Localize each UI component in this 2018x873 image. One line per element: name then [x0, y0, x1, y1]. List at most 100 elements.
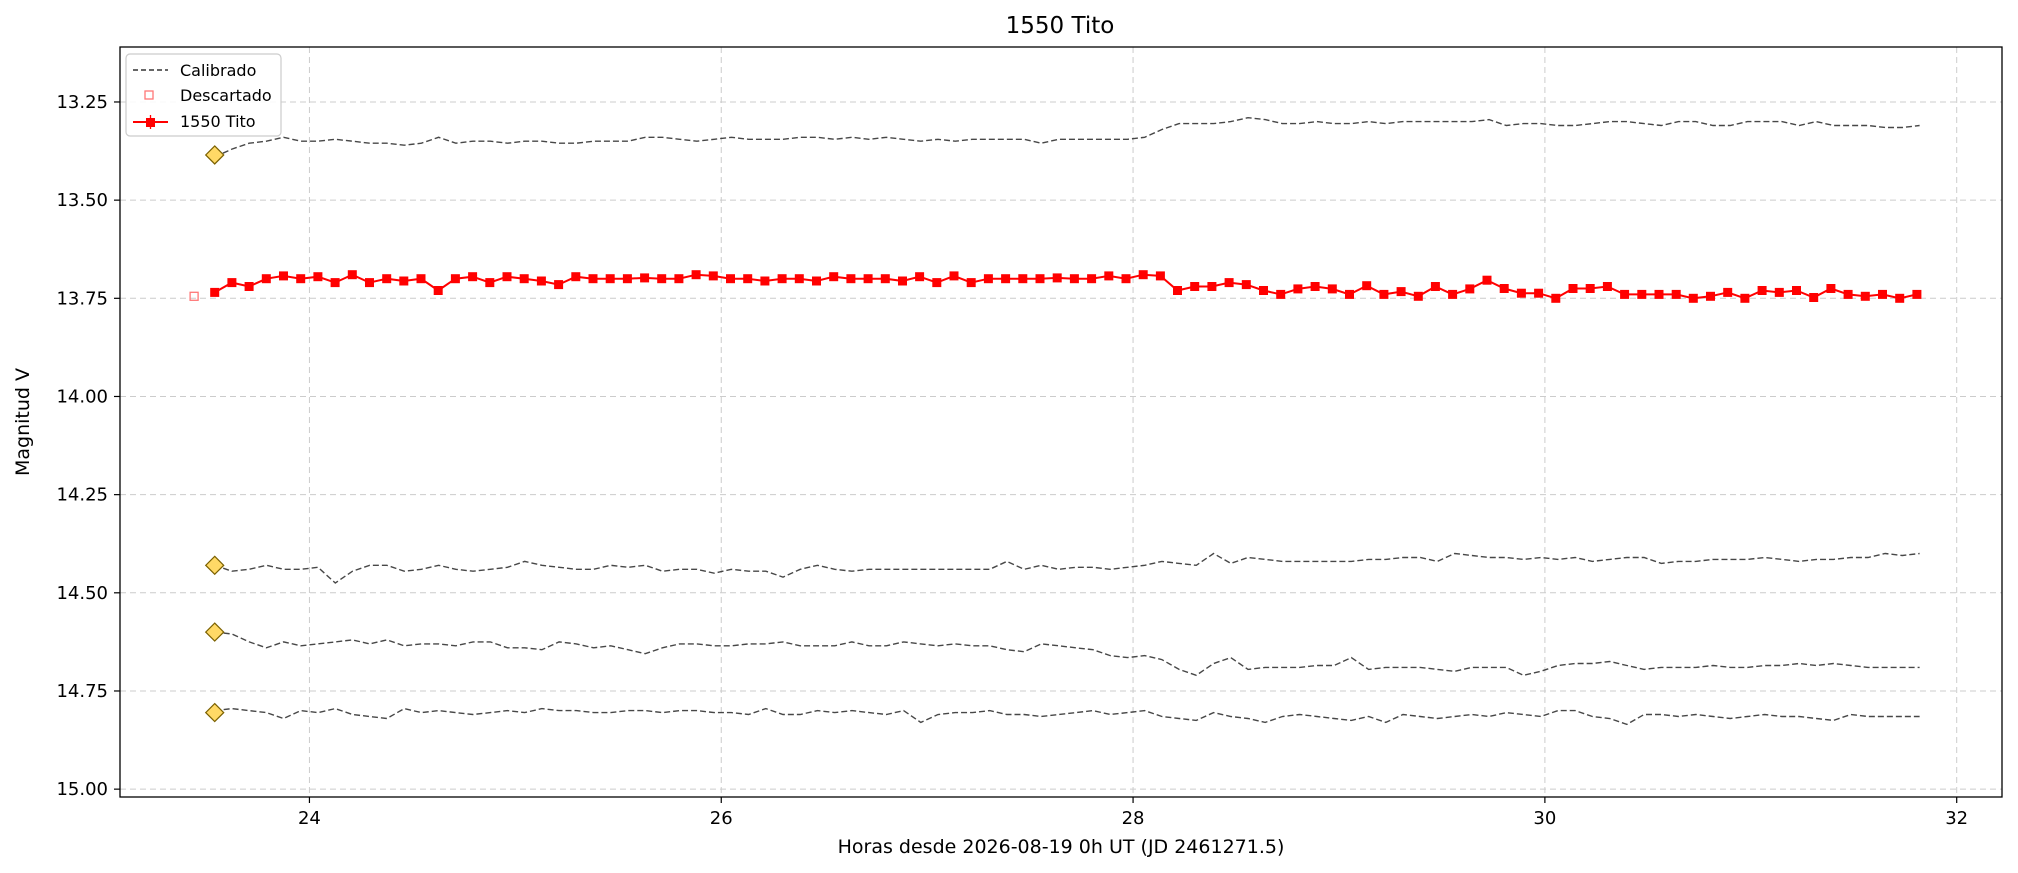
- x-tick-label: 26: [710, 808, 733, 829]
- target-point: [261, 274, 271, 284]
- legend: Calibrado Descartado 1550 Tito: [125, 53, 282, 137]
- target-point: [571, 272, 581, 282]
- y-tick-label: 13.75: [56, 288, 108, 309]
- target-point: [880, 274, 890, 284]
- target-series: [210, 270, 1922, 303]
- target-point: [1706, 291, 1715, 301]
- target-point: [1276, 289, 1286, 299]
- target-point: [674, 274, 684, 284]
- target-point: [210, 287, 220, 297]
- target-point: [1757, 286, 1767, 295]
- target-point: [640, 273, 650, 283]
- comparison-line: [214, 116, 1920, 158]
- y-axis: 13.25 13.50 13.75 14.00 14.25 14.50 14.75 15.00: [56, 92, 120, 800]
- target-point: [622, 274, 632, 284]
- y-axis-label: Magnitud V: [12, 368, 34, 476]
- discarded-points: [189, 291, 199, 301]
- target-point: [1465, 284, 1475, 294]
- legend-descartado-swatch: [144, 90, 154, 100]
- target-point: [244, 282, 254, 291]
- legend-descartado-label: Descartado: [180, 86, 272, 105]
- target-point: [605, 274, 615, 284]
- target-point: [502, 272, 512, 282]
- target-point: [1826, 284, 1836, 293]
- y-tick-label: 14.25: [56, 485, 108, 506]
- target-point: [1121, 274, 1131, 284]
- target-point: [1018, 274, 1028, 284]
- target-point: [279, 271, 288, 281]
- target-point: [1671, 289, 1681, 299]
- target-point: [898, 276, 907, 286]
- target-point: [949, 271, 959, 281]
- target-point: [691, 270, 701, 280]
- target-point: [1345, 289, 1354, 299]
- target-point: [1430, 282, 1440, 291]
- comparison-line: [214, 552, 1920, 584]
- grid-lines: [120, 47, 2002, 797]
- target-point: [1499, 284, 1509, 293]
- target-point: [1895, 293, 1905, 303]
- target-point: [1860, 291, 1870, 301]
- target-point: [554, 280, 564, 290]
- target-point: [1310, 282, 1320, 291]
- comparison-start-marker: [204, 622, 225, 642]
- chart-title: 1550 Tito: [1006, 13, 1115, 39]
- target-point: [296, 274, 306, 284]
- target-point: [932, 278, 942, 288]
- target-point: [313, 272, 323, 282]
- target-point: [1069, 274, 1079, 284]
- target-point: [536, 276, 546, 286]
- target-point: [382, 274, 392, 284]
- legend-calibrado-label: Calibrado: [180, 61, 256, 80]
- target-point: [519, 274, 529, 284]
- y-tick-label: 13.25: [56, 92, 108, 113]
- target-point: [1396, 287, 1406, 297]
- target-point: [1774, 287, 1784, 297]
- target-point: [657, 274, 667, 284]
- target-point: [227, 278, 237, 288]
- plot-frame: [119, 46, 2003, 798]
- target-point: [1293, 284, 1303, 294]
- y-tick-label: 14.00: [56, 386, 108, 407]
- target-point: [1224, 278, 1234, 288]
- target-point: [966, 278, 976, 288]
- target-point: [1843, 289, 1853, 299]
- target-point: [708, 271, 718, 281]
- target-point: [1482, 275, 1492, 285]
- target-point: [1534, 288, 1544, 298]
- target-point: [330, 278, 340, 288]
- target-point: [1104, 271, 1114, 281]
- discarded-point: [189, 291, 199, 301]
- target-point: [347, 270, 357, 280]
- target-point: [1878, 289, 1887, 299]
- target-point: [915, 272, 925, 282]
- target-line: [214, 273, 1918, 300]
- target-point: [1516, 288, 1526, 298]
- target-point: [1448, 289, 1458, 299]
- x-axis-label: Horas desde 2026-08-19 0h UT (JD 2461271…: [838, 836, 1285, 858]
- target-point: [485, 278, 495, 288]
- legend-tito-label: 1550 Tito: [180, 112, 256, 131]
- target-point: [1362, 281, 1372, 291]
- target-point: [1207, 282, 1217, 291]
- x-tick-label: 30: [1533, 808, 1556, 829]
- target-point: [468, 272, 478, 282]
- target-point: [1912, 289, 1922, 299]
- target-point: [829, 272, 839, 282]
- target-point: [1001, 274, 1011, 284]
- y-tick-label: 13.50: [56, 190, 108, 211]
- target-point: [365, 278, 374, 288]
- target-point: [1620, 289, 1630, 299]
- target-point: [588, 274, 598, 284]
- target-point: [846, 274, 856, 284]
- target-point: [1327, 284, 1337, 294]
- target-point: [450, 274, 460, 284]
- comparison-line: [214, 631, 1920, 677]
- target-point: [1723, 287, 1733, 297]
- target-point: [1688, 293, 1698, 303]
- target-point: [1379, 289, 1389, 299]
- x-tick-label: 24: [298, 808, 321, 829]
- plot-area: [119, 46, 2003, 798]
- target-point: [1035, 274, 1045, 284]
